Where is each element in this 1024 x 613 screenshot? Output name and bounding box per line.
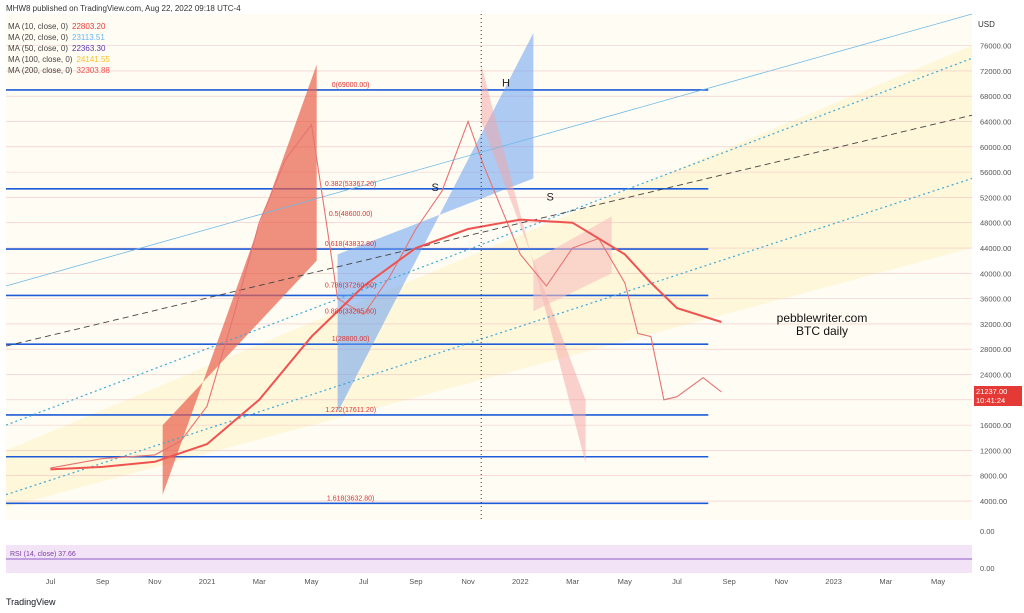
published-header: MHW8 published on TradingView.com, Aug 2… — [6, 4, 241, 13]
y-tick-label: 76000.00 — [980, 42, 1011, 51]
ma-value: 23113.51 — [72, 33, 105, 42]
y-tick-label: 4000.00 — [980, 497, 1007, 506]
red-channel — [162, 64, 317, 495]
y-tick-label: 72000.00 — [980, 67, 1011, 76]
x-tick-label: Mar — [253, 577, 266, 586]
ma-label: MA (50, close, 0) — [8, 44, 69, 53]
y-tick-label: 24000.00 — [980, 371, 1011, 380]
x-tick-label: May — [618, 577, 632, 586]
x-tick-label: Sep — [409, 577, 422, 586]
price-line — [50, 119, 722, 469]
y-tick-label: 68000.00 — [980, 92, 1011, 101]
s-label-right: S — [546, 192, 553, 204]
moving-average-legend: MA (10, close, 0) 22803.20 MA (20, close,… — [8, 21, 110, 76]
x-tick-label: Jul — [672, 577, 682, 586]
ma-label: MA (20, close, 0) — [8, 33, 69, 42]
x-tick-label: May — [304, 577, 318, 586]
ma-label: MA (200, close, 0) — [8, 66, 73, 75]
y-tick-label: 60000.00 — [980, 143, 1011, 152]
x-tick-label: Mar — [879, 577, 892, 586]
yellow-channel — [6, 45, 972, 508]
flag-channel — [533, 216, 612, 312]
watermark-subtitle: BTC daily — [796, 324, 848, 338]
h-label: H — [502, 78, 510, 90]
ma-label: MA (10, close, 0) — [8, 22, 69, 31]
s-label-left: S — [432, 182, 439, 194]
ma-legend-row[interactable]: MA (10, close, 0) 22803.20 — [8, 21, 110, 32]
x-tick-label: Jul — [46, 577, 56, 586]
x-tick-label: Sep — [723, 577, 736, 586]
ma-value: 22803.20 — [72, 22, 106, 31]
ma-value: 32303.88 — [76, 66, 110, 75]
currency-label: USD — [978, 20, 995, 29]
fib-label: 0.618(43832.80) — [325, 241, 376, 248]
ma-legend-row[interactable]: MA (20, close, 0) 23113.51 — [8, 32, 110, 43]
x-tick-label: 2022 — [512, 577, 529, 586]
x-tick-label: Nov — [461, 577, 475, 586]
brand-text: TradingView — [6, 597, 56, 607]
watermark-text: pebblewriter.com — [777, 311, 868, 325]
rsi-label: RSI (14, close) 37.66 — [10, 551, 76, 558]
upper-dotted-trendline — [5, 57, 973, 426]
fib-label: 0.786(37260.60) — [325, 283, 376, 290]
fib-label: 0(69000.00) — [332, 82, 370, 89]
y-tick-label: 52000.00 — [980, 193, 1011, 202]
x-tick-label: 2023 — [825, 577, 842, 586]
ma-label: MA (100, close, 0) — [8, 55, 73, 64]
ma-legend-row[interactable]: MA (100, close, 0) 24141.55 — [8, 54, 110, 65]
ma-value: 24141.55 — [76, 55, 110, 64]
y-tick-label: 12000.00 — [980, 446, 1011, 455]
upper-trendline — [5, 13, 973, 287]
fib-label: 1.618(3632.80) — [327, 495, 374, 502]
y-tick-label: 48000.00 — [980, 219, 1011, 228]
y-tick-label: 28000.00 — [980, 345, 1011, 354]
y-tick-label: 44000.00 — [980, 244, 1011, 253]
y-tick-label: 40000.00 — [980, 269, 1011, 278]
y-tick-label: 36000.00 — [980, 295, 1011, 304]
y-tick-label: 16000.00 — [980, 421, 1011, 430]
countdown-label: 10:41:24 — [976, 396, 1005, 405]
ma-200-line — [50, 218, 722, 471]
rsi-tick-label: 0.00 — [980, 527, 995, 536]
x-tick-label: Nov — [775, 577, 789, 586]
x-tick-label: Mar — [566, 577, 579, 586]
ma-value: 22363.30 — [72, 44, 106, 53]
y-tick-label: 56000.00 — [980, 168, 1011, 177]
x-tick-label: Nov — [148, 577, 162, 586]
rsi-tick-label: 0.00 — [980, 564, 995, 573]
fib-label: 0.382(53367.20) — [325, 181, 376, 188]
fib-label: 0.5(48600.00) — [329, 211, 373, 218]
y-tick-label: 64000.00 — [980, 118, 1011, 127]
last-price-box — [974, 386, 1022, 407]
fib-label: 1.272(17611.20) — [325, 407, 376, 414]
fib-label: 0.886(33205.80) — [325, 308, 376, 315]
x-tick-label: 2021 — [199, 577, 216, 586]
y-tick-label: 8000.00 — [980, 472, 1007, 481]
x-tick-label: May — [931, 577, 945, 586]
x-tick-label: Jul — [359, 577, 369, 586]
ma-legend-row[interactable]: MA (50, close, 0) 22363.30 — [8, 43, 110, 54]
ma-legend-row[interactable]: MA (200, close, 0) 32303.88 — [8, 65, 110, 76]
y-tick-label: 32000.00 — [980, 320, 1011, 329]
fib-label: 1(28800.00) — [332, 336, 370, 343]
x-tick-label: Sep — [96, 577, 109, 586]
tradingview-logo[interactable]: TradingView — [6, 597, 56, 607]
dashed-trendline — [5, 114, 973, 347]
last-price-label: 21237.00 — [976, 387, 1007, 396]
